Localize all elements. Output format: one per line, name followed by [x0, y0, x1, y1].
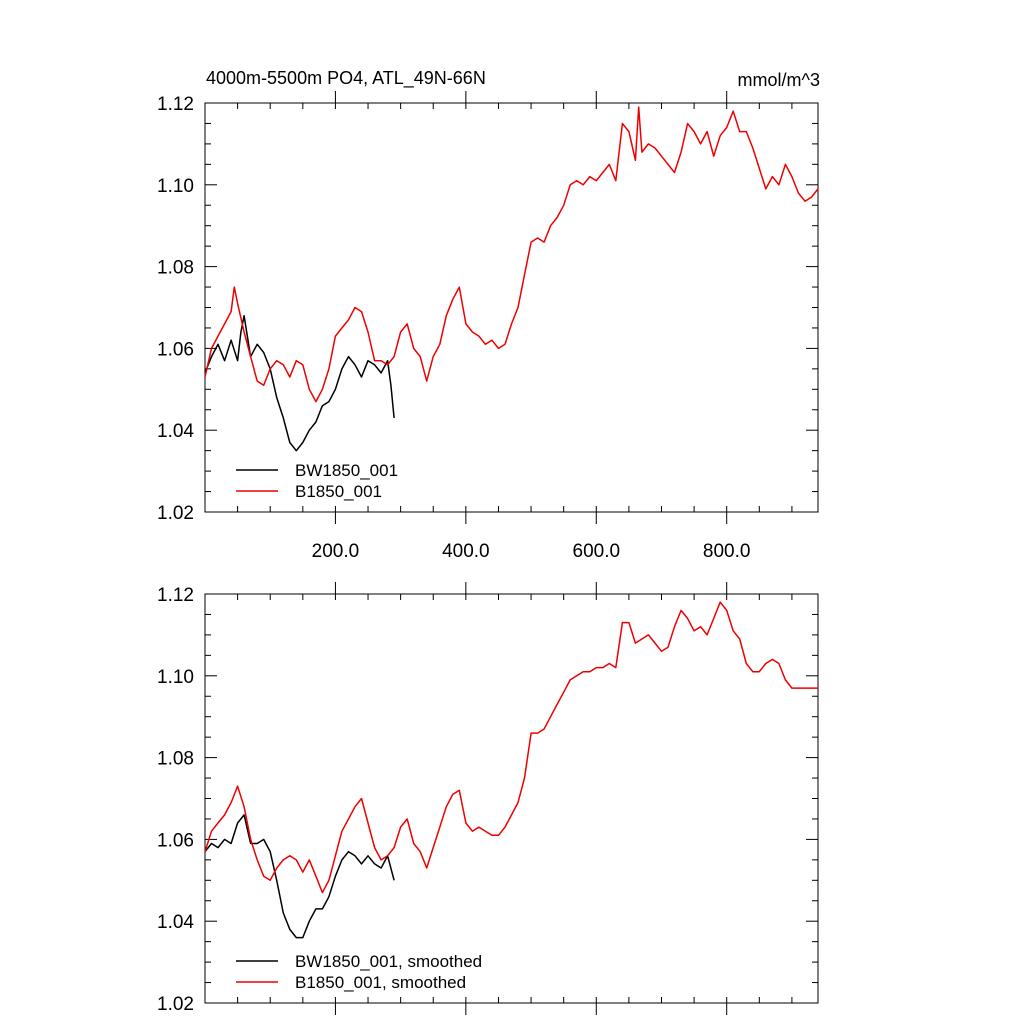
y-tick-label: 1.12 — [157, 94, 194, 115]
y-tick-label: 1.04 — [157, 421, 194, 442]
y-tick-label: 1.12 — [157, 585, 194, 606]
series-line-red — [204, 106, 819, 403]
legend-label: B1850_001 — [295, 482, 382, 501]
chart-title: 4000m-5500m PO4, ATL_49N-66N — [206, 68, 486, 89]
series-line-black — [204, 314, 395, 452]
chart-units-label: mmol/m^3 — [738, 70, 820, 90]
y-tick-label: 1.08 — [157, 258, 194, 279]
legend-label: BW1850_001 — [295, 461, 398, 480]
x-tick-label: 800.0 — [703, 541, 751, 562]
bottom-panel: 1.02 1.04 1.06 1.08 1.10 1.12 BW1850_001, smoo… — [157, 582, 819, 1015]
x-tick-label: 600.0 — [573, 541, 621, 562]
y-tick-label: 1.10 — [157, 667, 194, 688]
top-panel: 1.02 1.04 1.06 1.08 1.10 1.12 200.0 400.0 600.0 8… — [157, 91, 819, 562]
legend-label: B1850_001, smoothed — [295, 973, 466, 992]
y-tick-label: 1.06 — [157, 339, 194, 360]
y-tick-label: 1.08 — [157, 749, 194, 770]
y-tick-label: 1.10 — [157, 176, 194, 197]
series-line-black — [204, 814, 395, 939]
x-tick-label: 400.0 — [442, 541, 490, 562]
y-tick-label: 1.06 — [157, 830, 194, 851]
x-tick-label: 200.0 — [312, 541, 360, 562]
y-tick-label: 1.02 — [157, 503, 194, 524]
legend-label: BW1850_001, smoothed — [295, 952, 482, 971]
y-tick-label: 1.02 — [157, 994, 194, 1015]
series-line-red — [204, 601, 818, 894]
y-tick-label: 1.04 — [157, 912, 194, 933]
